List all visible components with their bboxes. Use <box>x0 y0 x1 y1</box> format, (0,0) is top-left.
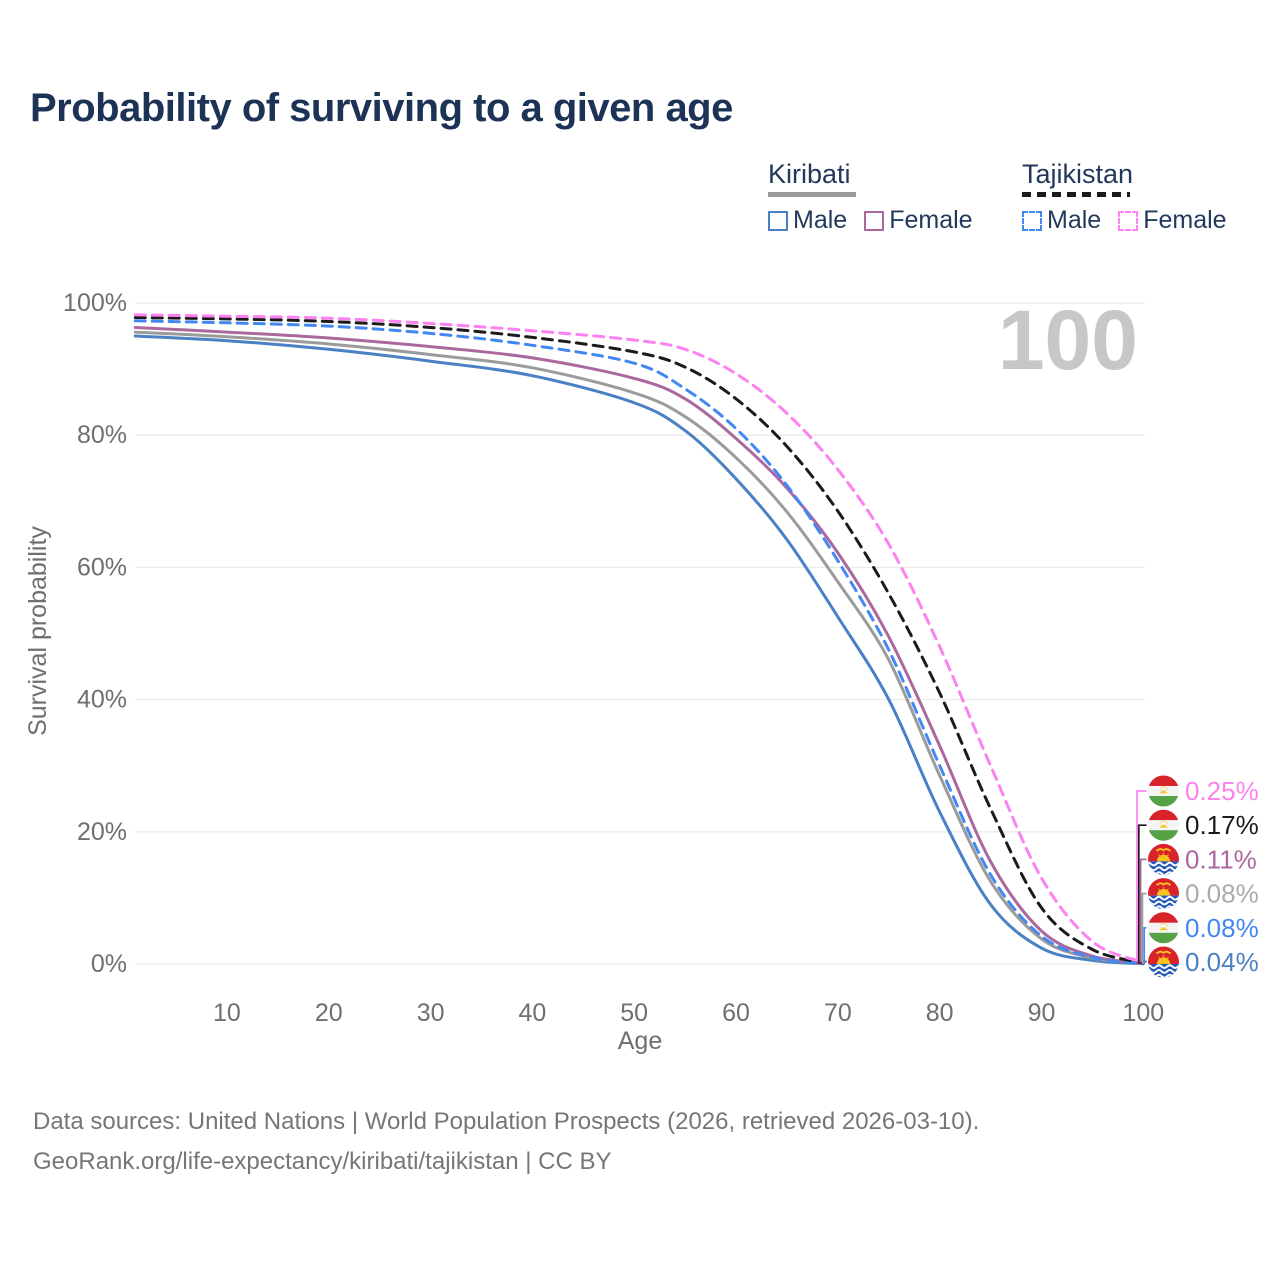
tajikistan-female-label: Female <box>1143 206 1227 234</box>
y-tick-label: 100% <box>63 289 127 317</box>
chart-footer: Data sources: United Nations | World Pop… <box>33 1102 979 1182</box>
x-tick-label: 10 <box>213 999 241 1027</box>
legend-item-tajikistan-male[interactable]: Male <box>1022 206 1101 235</box>
series-line-kiribati-both-sexes <box>133 330 1145 965</box>
series-line-tajikistan-male <box>133 319 1145 965</box>
series-line-kiribati-male <box>133 334 1145 966</box>
x-tick-label: 60 <box>722 999 750 1027</box>
y-axis-title: Survival probability <box>24 526 52 736</box>
kiribati-line-style-swatch <box>768 192 856 197</box>
y-tick-label: 60% <box>77 553 127 581</box>
x-tick-label: 40 <box>518 999 546 1027</box>
end-value-label: 0.17% <box>1185 810 1259 840</box>
end-label-leader-line <box>1143 960 1147 963</box>
x-tick-label: 80 <box>926 999 954 1027</box>
legend-group-tajikistan: Tajikistan Male Female <box>1022 160 1244 235</box>
tajikistan-male-swatch <box>1022 210 1042 231</box>
kiribati-female-label: Female <box>889 206 973 234</box>
footer-data-sources: Data sources: United Nations | World Pop… <box>33 1108 980 1135</box>
end-label-leader-line <box>1141 892 1147 963</box>
legend-country-kiribati[interactable]: Kiribati <box>768 159 851 189</box>
legend-country-tajikistan[interactable]: Tajikistan <box>1022 159 1134 189</box>
x-tick-label: 50 <box>620 999 648 1027</box>
footer-attribution-url: GeoRank.org/life-expectancy/kiribati/taj… <box>33 1148 612 1175</box>
tajikistan-male-label: Male <box>1047 206 1102 234</box>
chart-legend: Kiribati Male Female Tajikistan Male Fem… <box>0 160 1280 250</box>
kiribati-male-label: Male <box>793 206 848 234</box>
plot-area: 0% 20% 40% 60% 80% 100% 100 10 20 30 40 50 60 70 80 90 1… <box>24 289 1259 1055</box>
y-tick-label: 0% <box>91 950 127 978</box>
tajikistan-female-swatch <box>1118 210 1139 231</box>
tajikistan-flag-icon <box>1148 809 1180 841</box>
legend-item-tajikistan-female[interactable]: Female <box>1118 206 1227 235</box>
page-title: Probability of surviving to a given age <box>30 86 733 130</box>
kiribati-flag-icon <box>1146 878 1184 910</box>
kiribati-male-swatch <box>768 210 788 231</box>
tajikistan-flag-icon <box>1148 775 1180 807</box>
x-tick-label: 70 <box>824 999 852 1027</box>
age-100-watermark: 100 <box>998 293 1138 387</box>
tajikistan-line-style-swatch <box>1022 192 1130 197</box>
y-tick-label: 20% <box>77 818 127 846</box>
kiribati-flag-icon <box>1146 946 1184 978</box>
x-tick-label: 100 <box>1122 999 1164 1027</box>
end-value-label: 0.08% <box>1185 913 1259 943</box>
legend-item-kiribati-female[interactable]: Female <box>864 206 973 235</box>
legend-item-kiribati-male[interactable]: Male <box>768 206 847 235</box>
x-tick-label: 20 <box>315 999 343 1027</box>
series-line-tajikistan-both-sexes <box>133 316 1145 965</box>
kiribati-female-swatch <box>864 210 885 231</box>
y-tick-label: 80% <box>77 421 127 449</box>
x-tick-label: 90 <box>1028 999 1056 1027</box>
end-value-label: 0.08% <box>1185 879 1259 909</box>
kiribati-flag-icon <box>1146 843 1184 875</box>
end-value-label: 0.11% <box>1185 844 1257 874</box>
end-label-leader-line <box>1143 926 1147 963</box>
x-axis-title: Age <box>618 1027 662 1055</box>
x-tick-label: 30 <box>417 999 445 1027</box>
end-value-label: 0.25% <box>1185 776 1259 806</box>
series-line-kiribati-female <box>133 326 1145 965</box>
tajikistan-flag-icon <box>1148 912 1180 944</box>
end-value-label: 0.04% <box>1185 947 1259 977</box>
legend-group-kiribati: Kiribati Male Female <box>768 160 990 235</box>
series-line-tajikistan-female <box>133 313 1145 964</box>
y-tick-label: 40% <box>77 686 127 714</box>
